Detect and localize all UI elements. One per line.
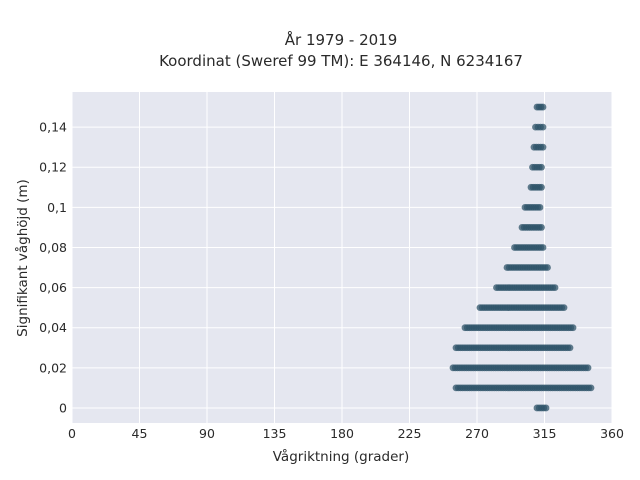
chart-title: År 1979 - 2019 <box>285 30 398 49</box>
y-tick-label: 0 <box>59 400 67 415</box>
y-tick-label: 0,06 <box>39 280 67 295</box>
x-tick-label: 45 <box>132 426 148 441</box>
data-point <box>569 324 577 332</box>
data-points <box>449 103 595 412</box>
data-point <box>539 143 547 151</box>
data-point <box>536 203 544 211</box>
data-point <box>560 304 568 312</box>
data-point <box>539 244 547 251</box>
x-tick-label: 0 <box>68 426 76 441</box>
x-tick-label: 135 <box>263 426 287 441</box>
y-tick-label: 0,1 <box>47 200 67 215</box>
data-point <box>587 384 595 392</box>
x-tick-label: 225 <box>398 426 422 441</box>
y-tick-label: 0,12 <box>39 160 67 175</box>
data-point <box>551 284 559 291</box>
x-tick-label: 270 <box>465 426 489 441</box>
data-point <box>584 364 592 372</box>
x-axis-label: Vågriktning (grader) <box>273 448 410 465</box>
x-tick-label: 90 <box>199 426 215 441</box>
data-point <box>538 163 545 171</box>
data-point <box>542 404 550 412</box>
y-axis-ticks: 0 0,02 0,04 0,06 0,08 0,1 0,12 0,14 <box>39 120 67 416</box>
x-axis-ticks: 0 45 90 135 180 225 270 315 360 <box>68 426 624 441</box>
data-point <box>566 344 574 352</box>
x-tick-label: 360 <box>600 426 624 441</box>
data-point <box>544 264 551 271</box>
data-point <box>538 224 545 231</box>
x-tick-label: 180 <box>330 426 354 441</box>
data-point <box>539 123 547 131</box>
y-axis-label: Signifikant våghöjd (m) <box>14 179 31 337</box>
data-point <box>539 103 547 111</box>
y-tick-label: 0,02 <box>39 360 67 375</box>
x-tick-label: 315 <box>533 426 557 441</box>
chart-subtitle: Koordinat (Sweref 99 TM): E 364146, N 62… <box>159 52 523 70</box>
y-tick-label: 0,08 <box>39 240 67 255</box>
data-point <box>538 183 545 191</box>
y-tick-label: 0,04 <box>39 320 67 335</box>
y-tick-label: 0,14 <box>39 120 67 135</box>
